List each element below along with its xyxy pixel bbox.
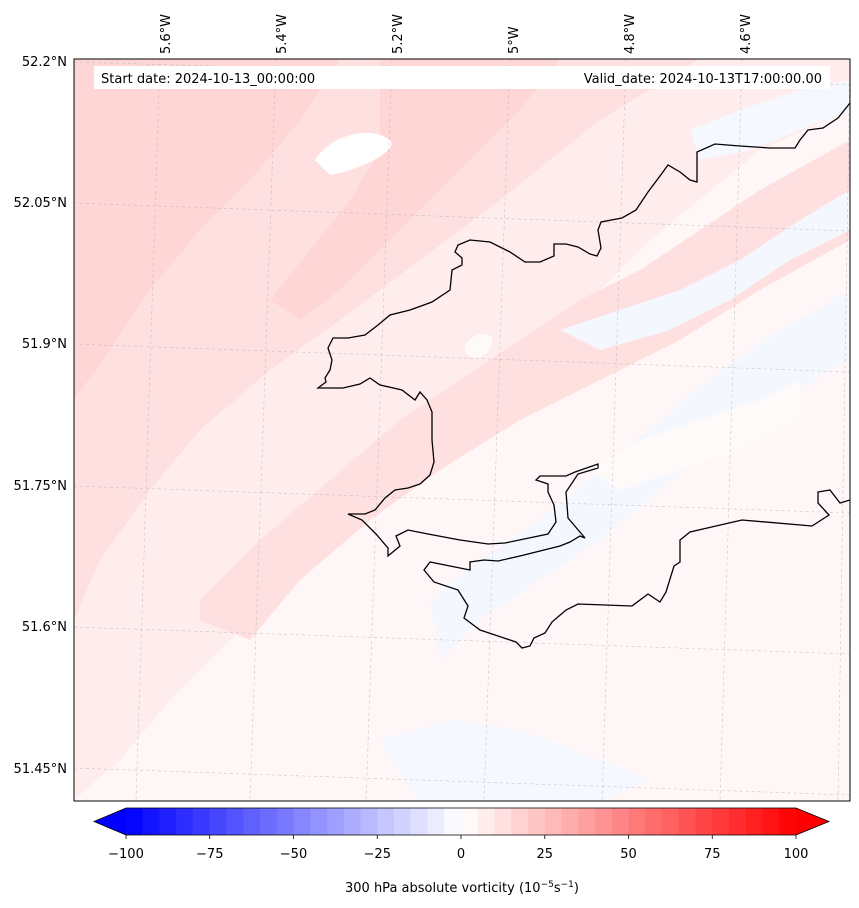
colorbar-segment [461,808,479,835]
colorbar-segment [360,808,378,835]
colorbar-segment [260,808,278,835]
lat-label: 51.75°N [14,479,67,494]
colorbar-segments [126,808,797,835]
lon-label: 5°W [507,26,522,54]
colorbar-segment [176,808,194,835]
colorbar-segment [477,808,496,835]
colorbar-segment [276,808,295,835]
colorbar-segment [695,808,713,835]
lon-gridline [837,59,850,801]
colorbar-segment [427,808,445,835]
start-date-label: Start date: 2024-10-13_00:00:00 [101,72,315,87]
colorbar-segment [662,808,680,835]
colorbar-segment [293,808,311,835]
field-band-pink-2 [200,140,850,640]
colorbar-segment [745,808,764,835]
field-band-rose [74,59,340,400]
field-band-blue-2 [560,190,850,350]
colorbar-segment [729,808,747,835]
colorbar-tick-label: 25 [536,847,553,862]
lon-label: 4.8°W [623,14,638,54]
lat-label: 52.2°N [22,55,67,70]
colorbar-title: 300 hPa absolute vorticity (10−5s−1) [345,880,579,896]
colorbar-segment [712,808,730,835]
vorticity-field [74,59,850,801]
colorbar-segment [310,808,328,835]
lat-labels: 52.2°N 52.05°N 51.9°N 51.75°N 51.6°N 51.… [14,55,67,777]
colorbar-segment [678,808,697,835]
colorbar-segment [779,808,797,835]
colorbar-segment [343,808,362,835]
colorbar-tick-label: 0 [457,847,465,862]
colorbar-segment [561,808,579,835]
lat-label: 51.9°N [22,337,67,352]
colorbar-segment [645,808,663,835]
colorbar-segment [327,808,345,835]
map-gridlines [74,59,850,801]
colorbar-tick-label: −25 [364,847,391,862]
colorbar-segment [578,808,596,835]
colorbar-ticks: −100 −75 −50 −25 0 25 50 75 100 [108,835,808,862]
colorbar-segment [126,808,144,835]
colorbar-segment [226,808,244,835]
colorbar-tick-label: −75 [196,847,223,862]
colorbar-segment [193,808,211,835]
colorbar-segment [528,808,546,835]
lon-gridline [719,59,743,801]
field-patch-white [315,132,392,175]
colorbar-segment [494,808,512,835]
lon-label: 5.4°W [275,14,290,54]
colorbar-segment [444,808,462,835]
lon-gridline [601,59,627,801]
lon-gridline [483,59,511,801]
colorbar-segment [377,808,395,835]
colorbar-tick-label: 75 [704,847,721,862]
colorbar-segment [142,808,161,835]
coastline [316,102,850,649]
colorbar-segment [628,808,646,835]
map-frame [73,58,851,802]
colorbar-tick-label: 50 [620,847,637,862]
colorbar-tick-label: 100 [784,847,809,862]
lon-gridline [135,59,161,801]
lat-label: 51.45°N [14,762,67,777]
field-patch-white-2 [465,333,493,358]
colorbar-segment [511,808,529,835]
colorbar-segment [595,808,613,835]
field-band-rose-2 [270,59,560,320]
colorbar-min-extend [94,808,126,835]
field-patch-white-3 [590,380,800,490]
colorbar-max-extend [796,808,829,835]
lat-label: 52.05°N [14,196,67,211]
info-box [94,66,830,89]
colorbar-segment [611,808,630,835]
colorbar-tick-label: −100 [108,847,144,862]
colorbar-segment [394,808,412,835]
colorbar-segment [762,808,780,835]
lon-label: 5.2°W [391,14,406,54]
colorbar-segment [410,808,429,835]
lon-label: 4.6°W [739,14,754,54]
lon-label: 5.6°W [159,14,174,54]
colorbar-tick-label: −50 [280,847,307,862]
colorbar: −100 −75 −50 −25 0 25 50 75 100 300 hPa absolute… [92,807,831,896]
lat-label: 51.6°N [22,620,67,635]
valid-date-label: Valid_date: 2024-10-13T17:00:00.00 [584,72,822,87]
colorbar-segment [159,808,177,835]
colorbar-segment [243,808,261,835]
lon-gridline [365,59,393,801]
field-band-blue-3 [690,80,850,160]
colorbar-segment [544,808,563,835]
lon-labels: 5.6°W 5.4°W 5.2°W 5°W 4.8°W 4.6°W [159,14,754,54]
colorbar-segment [209,808,228,835]
lon-gridline [249,59,277,801]
coastline-north [316,102,850,649]
